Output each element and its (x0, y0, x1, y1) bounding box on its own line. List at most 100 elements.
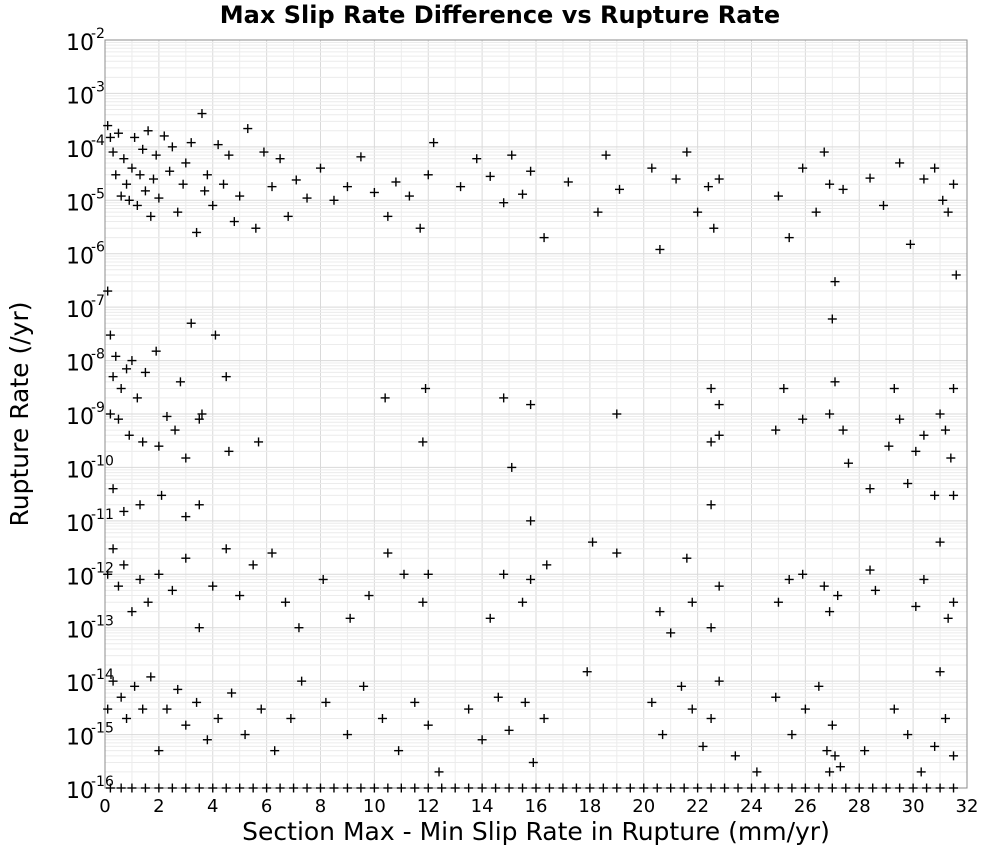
data-point (491, 783, 501, 793)
data-point (221, 783, 231, 793)
data-point (930, 163, 940, 173)
data-point (881, 783, 891, 793)
data-point (919, 174, 929, 184)
data-point (911, 446, 921, 456)
y-axis-ticks: 10-210-310-410-510-610-710-810-910-1010-… (66, 26, 114, 804)
svg-text:-12: -12 (91, 560, 114, 576)
svg-text:10: 10 (66, 245, 94, 270)
data-point (194, 414, 204, 424)
svg-text:-3: -3 (91, 79, 105, 95)
data-point (477, 783, 487, 793)
data-point (302, 783, 312, 793)
data-point (911, 601, 921, 611)
svg-text:10: 10 (66, 352, 94, 377)
data-point (396, 783, 406, 793)
data-point (526, 400, 536, 410)
data-point (192, 697, 202, 707)
data-point (865, 565, 875, 575)
y-tick-label: 10-16 (66, 774, 114, 804)
data-point (119, 506, 129, 516)
data-point (192, 227, 202, 237)
data-point (429, 138, 439, 148)
x-tick-label: 32 (956, 796, 979, 817)
data-point (889, 384, 899, 394)
y-tick-label: 10-14 (66, 667, 114, 697)
data-point (275, 154, 285, 164)
data-point (143, 126, 153, 136)
data-point (450, 783, 460, 793)
data-point (356, 783, 366, 793)
y-tick-label: 10-5 (66, 186, 105, 216)
data-point (889, 704, 899, 714)
x-tick-label: 2 (153, 796, 164, 817)
data-point (639, 783, 649, 793)
data-point (219, 179, 229, 189)
data-point (693, 783, 703, 793)
data-point (865, 484, 875, 494)
data-point (485, 171, 495, 181)
data-point (698, 741, 708, 751)
data-point (170, 425, 180, 435)
data-point (173, 207, 183, 217)
x-axis-ticks: 0 2 4 6 8 10 12 14 16 18 20 22 24 26 28 30 32 (99, 796, 978, 817)
data-point (943, 207, 953, 217)
data-point (135, 574, 145, 584)
data-point (221, 372, 231, 382)
data-point (841, 783, 851, 793)
data-point (827, 720, 837, 730)
data-point (175, 377, 185, 387)
data-point (666, 628, 676, 638)
data-point (655, 607, 665, 617)
data-point (418, 437, 428, 447)
data-point (364, 591, 374, 601)
data-point (752, 767, 762, 777)
data-point (720, 783, 730, 793)
data-points (103, 109, 961, 793)
data-point (507, 150, 517, 160)
data-point (949, 179, 959, 189)
data-point (342, 182, 352, 192)
data-point (262, 783, 272, 793)
x-tick-label: 4 (207, 796, 218, 817)
data-point (162, 411, 172, 421)
data-point (833, 591, 843, 601)
data-point (423, 720, 433, 730)
data-point (922, 783, 932, 793)
data-point (687, 597, 697, 607)
data-point (798, 569, 808, 579)
data-point (181, 720, 191, 730)
svg-text:-5: -5 (91, 186, 105, 202)
data-point (884, 441, 894, 451)
data-point (930, 741, 940, 751)
data-point (383, 211, 393, 221)
data-point (943, 613, 953, 623)
data-point (181, 453, 191, 463)
data-point (499, 393, 509, 403)
data-point (714, 430, 724, 440)
data-point (687, 704, 697, 714)
data-point (111, 170, 121, 180)
data-point (383, 783, 393, 793)
data-point (819, 147, 829, 157)
data-point (714, 581, 724, 591)
data-point (760, 783, 770, 793)
data-point (316, 163, 325, 173)
data-point (194, 783, 204, 793)
data-point (321, 697, 331, 707)
data-point (154, 746, 164, 756)
x-tick-label: 12 (417, 796, 440, 817)
data-point (946, 453, 956, 463)
data-point (116, 384, 126, 394)
data-point (935, 409, 945, 419)
data-point (404, 191, 414, 201)
data-point (103, 286, 113, 296)
data-point (798, 163, 808, 173)
data-point (208, 200, 218, 210)
data-point (951, 270, 961, 280)
data-point (132, 393, 142, 403)
data-point (949, 751, 959, 761)
y-axis-label: Rupture Rate (/yr) (5, 302, 34, 527)
svg-text:-16: -16 (91, 774, 114, 790)
data-point (830, 277, 840, 287)
data-point (787, 783, 797, 793)
